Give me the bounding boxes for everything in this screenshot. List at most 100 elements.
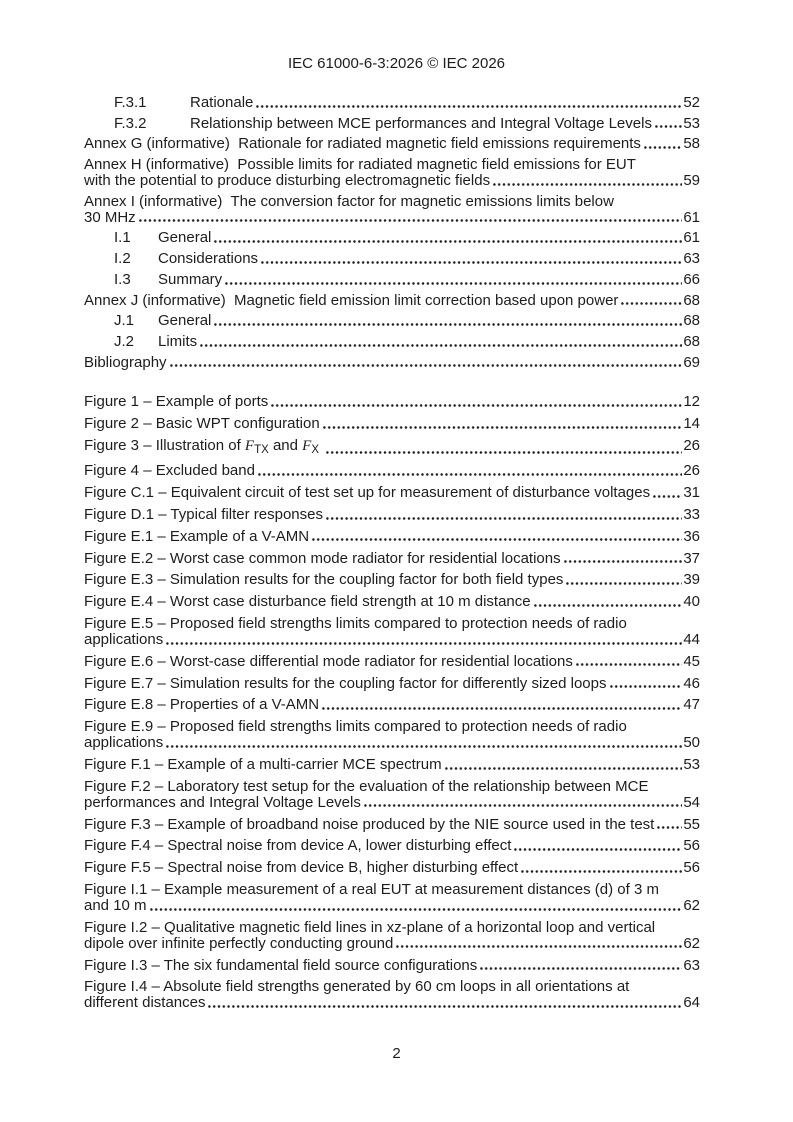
toc-page-ref: 63 [683,956,700,974]
dot-leader [148,897,683,914]
toc-entry-number: I.3 [114,270,131,288]
figure-entry: Figure E.2 – Worst case common mode radi… [84,549,700,567]
toc-page-ref: 14 [683,414,700,432]
toc-entry-line: Figure E.2 – Worst case common mode radi… [84,549,700,567]
toc-entry-text: Figure E.1 – Example of a V-AMN [84,527,310,545]
toc-entry-line: F.3.2 Relationship between MCE performanc… [114,114,700,132]
toc-entry-line: Figure E.7 – Simulation results for the … [84,674,700,692]
dot-leader [213,313,683,330]
dot-leader [620,292,683,309]
toc-entry-number: I.2 [114,250,131,268]
toc-entry-text: Figure 3 – Illustration of [84,436,245,454]
math-variable: F [244,437,255,454]
toc-entry-line: Figure C.1 – Equivalent circuit of test … [84,484,700,502]
page-footer: 2 [0,1046,793,1062]
toc-page-ref: 61 [683,229,700,247]
figure-entry: Figure F.4 – Spectral noise from device … [84,837,700,855]
toc-page-ref: 36 [683,527,700,545]
toc-entry-text: Figure E.3 – Simulation results for the … [84,571,564,589]
toc-page-ref: 50 [683,734,700,752]
toc-entry-line: Figure F.2 – Laboratory test setup for t… [84,777,649,795]
toc-entry-number: F.3.2 [114,114,147,132]
figure-entry: Figure 2 – Basic WPT configuration 14 [84,414,700,432]
toc-entry-text: Figure F.4 – Spectral noise from device … [84,837,512,855]
toc-page-ref: 12 [683,393,700,410]
toc-entry-line: Figure I.1 – Example measurement of a re… [84,880,659,898]
toc-entry-line: Figure F.1 – Example of a multi-carrier … [84,755,700,773]
toc-entry-line: applications 50 [84,734,700,752]
dot-leader [213,230,683,247]
figure-entry: Figure E.9 – Proposed field strengths li… [84,719,700,752]
toc-page-ref: 68 [683,312,700,330]
toc-entry-text: Bibliography [84,353,167,371]
dot-leader [642,136,683,153]
dot-leader [137,209,683,226]
toc-page-ref: 52 [683,94,700,111]
toc-entry-text: Figure E.2 – Worst case common mode radi… [84,549,561,567]
toc-entry-line: Figure I.4 – Absolute field strengths ge… [84,978,630,996]
toc-entry-line: Figure F.5 – Spectral noise from device … [84,859,700,877]
figure-entry: Figure E.5 – Proposed field strengths li… [84,614,700,648]
toc-entry-line: I.1 General 61 [114,229,700,247]
dot-leader [224,271,683,288]
toc-entry-text: dipole over infinite perfectly conductin… [84,934,394,952]
toc-entry-text: Annex J (informative) Magnetic field emi… [84,291,619,309]
math-subscript: TX [254,443,269,456]
toc-entry-text: Figure F.3 – Example of broadband noise … [84,815,655,833]
toc-entry-number: F.3.1 [114,94,147,111]
toc-entry-line: Figure E.3 – Simulation results for the … [84,571,700,589]
toc-entry: J.1 General 68 [84,312,700,330]
dot-leader [562,550,683,567]
toc-entry-text: Figure F.5 – Spectral noise from device … [84,859,519,877]
math-subscript: X [311,443,320,456]
toc-entry: F.3.1 Rationale 52 [84,95,700,111]
dot-leader [479,957,683,974]
figure-entry: Figure E.3 – Simulation results for the … [84,571,700,589]
toc-entry-text: applications [84,734,164,752]
figure-entry: Figure 3 – Illustration of FTX and FX 26 [84,436,700,458]
toc-entry: I.3 Summary 66 [84,270,700,288]
dot-leader [653,115,683,132]
dot-leader [362,794,683,811]
toc-entry-text: 30 MHz [84,208,136,226]
toc-entry-text: F.3.1 Rationale [114,94,254,111]
toc-page-ref: 68 [683,332,700,350]
dot-leader [608,675,683,692]
toc-entry: F.3.2 Relationship between MCE performanc… [84,114,700,132]
toc-entry-line: F.3.1 Rationale 52 [114,95,700,111]
toc-page-ref: 56 [683,837,700,855]
dot-leader [325,437,683,458]
dot-leader [207,995,683,1012]
toc-entry-text: J.2 Limits [114,332,198,350]
toc-entry-line: Figure E.6 – Worst-case differential mod… [84,653,700,670]
toc-entry-line: Figure 1 – Example of ports 12 [84,394,700,410]
toc-entry-text: with the potential to produce disturbing… [84,172,491,190]
toc-entry-line: I.3 Summary 66 [114,270,700,288]
toc-entry-line: J.2 Limits 68 [114,332,700,350]
toc-entry-line: Annex H (informative) Possible limits fo… [84,156,636,174]
figure-entry: Figure E.4 – Worst case disturbance fiel… [84,593,700,611]
toc-entry-line: Figure I.3 – The six fundamental field s… [84,956,700,974]
figure-entry: Figure F.5 – Spectral noise from device … [84,859,700,877]
toc-entry-text: Figure E.7 – Simulation results for the … [84,674,607,692]
toc-entry-number: J.2 [114,332,135,350]
toc-entry-line: Figure E.5 – Proposed field strengths li… [84,614,627,632]
figure-entry: Figure I.3 – The six fundamental field s… [84,956,700,974]
toc-entry-line: applications 44 [84,631,700,648]
dot-leader [325,506,683,523]
toc-page-ref: 53 [683,755,700,773]
toc-entry-line: and 10 m 62 [84,897,700,914]
toc-page-ref: 31 [683,484,700,502]
toc-entry: Bibliography 69 [84,353,700,371]
toc-page-ref: 53 [683,114,700,132]
toc-page-ref: 40 [683,593,700,611]
toc-page-ref: 46 [683,674,700,692]
toc-entry-line: Annex J (informative) Magnetic field emi… [84,291,700,309]
toc-entry-line: Annex I (informative) The conversion fac… [84,192,614,210]
toc-entry-number: J.1 [114,312,135,330]
toc-page-ref: 64 [683,994,700,1012]
math-variable: F [302,437,312,454]
figure-entry: Figure E.7 – Simulation results for the … [84,674,700,692]
toc-page-ref: 59 [683,172,700,190]
